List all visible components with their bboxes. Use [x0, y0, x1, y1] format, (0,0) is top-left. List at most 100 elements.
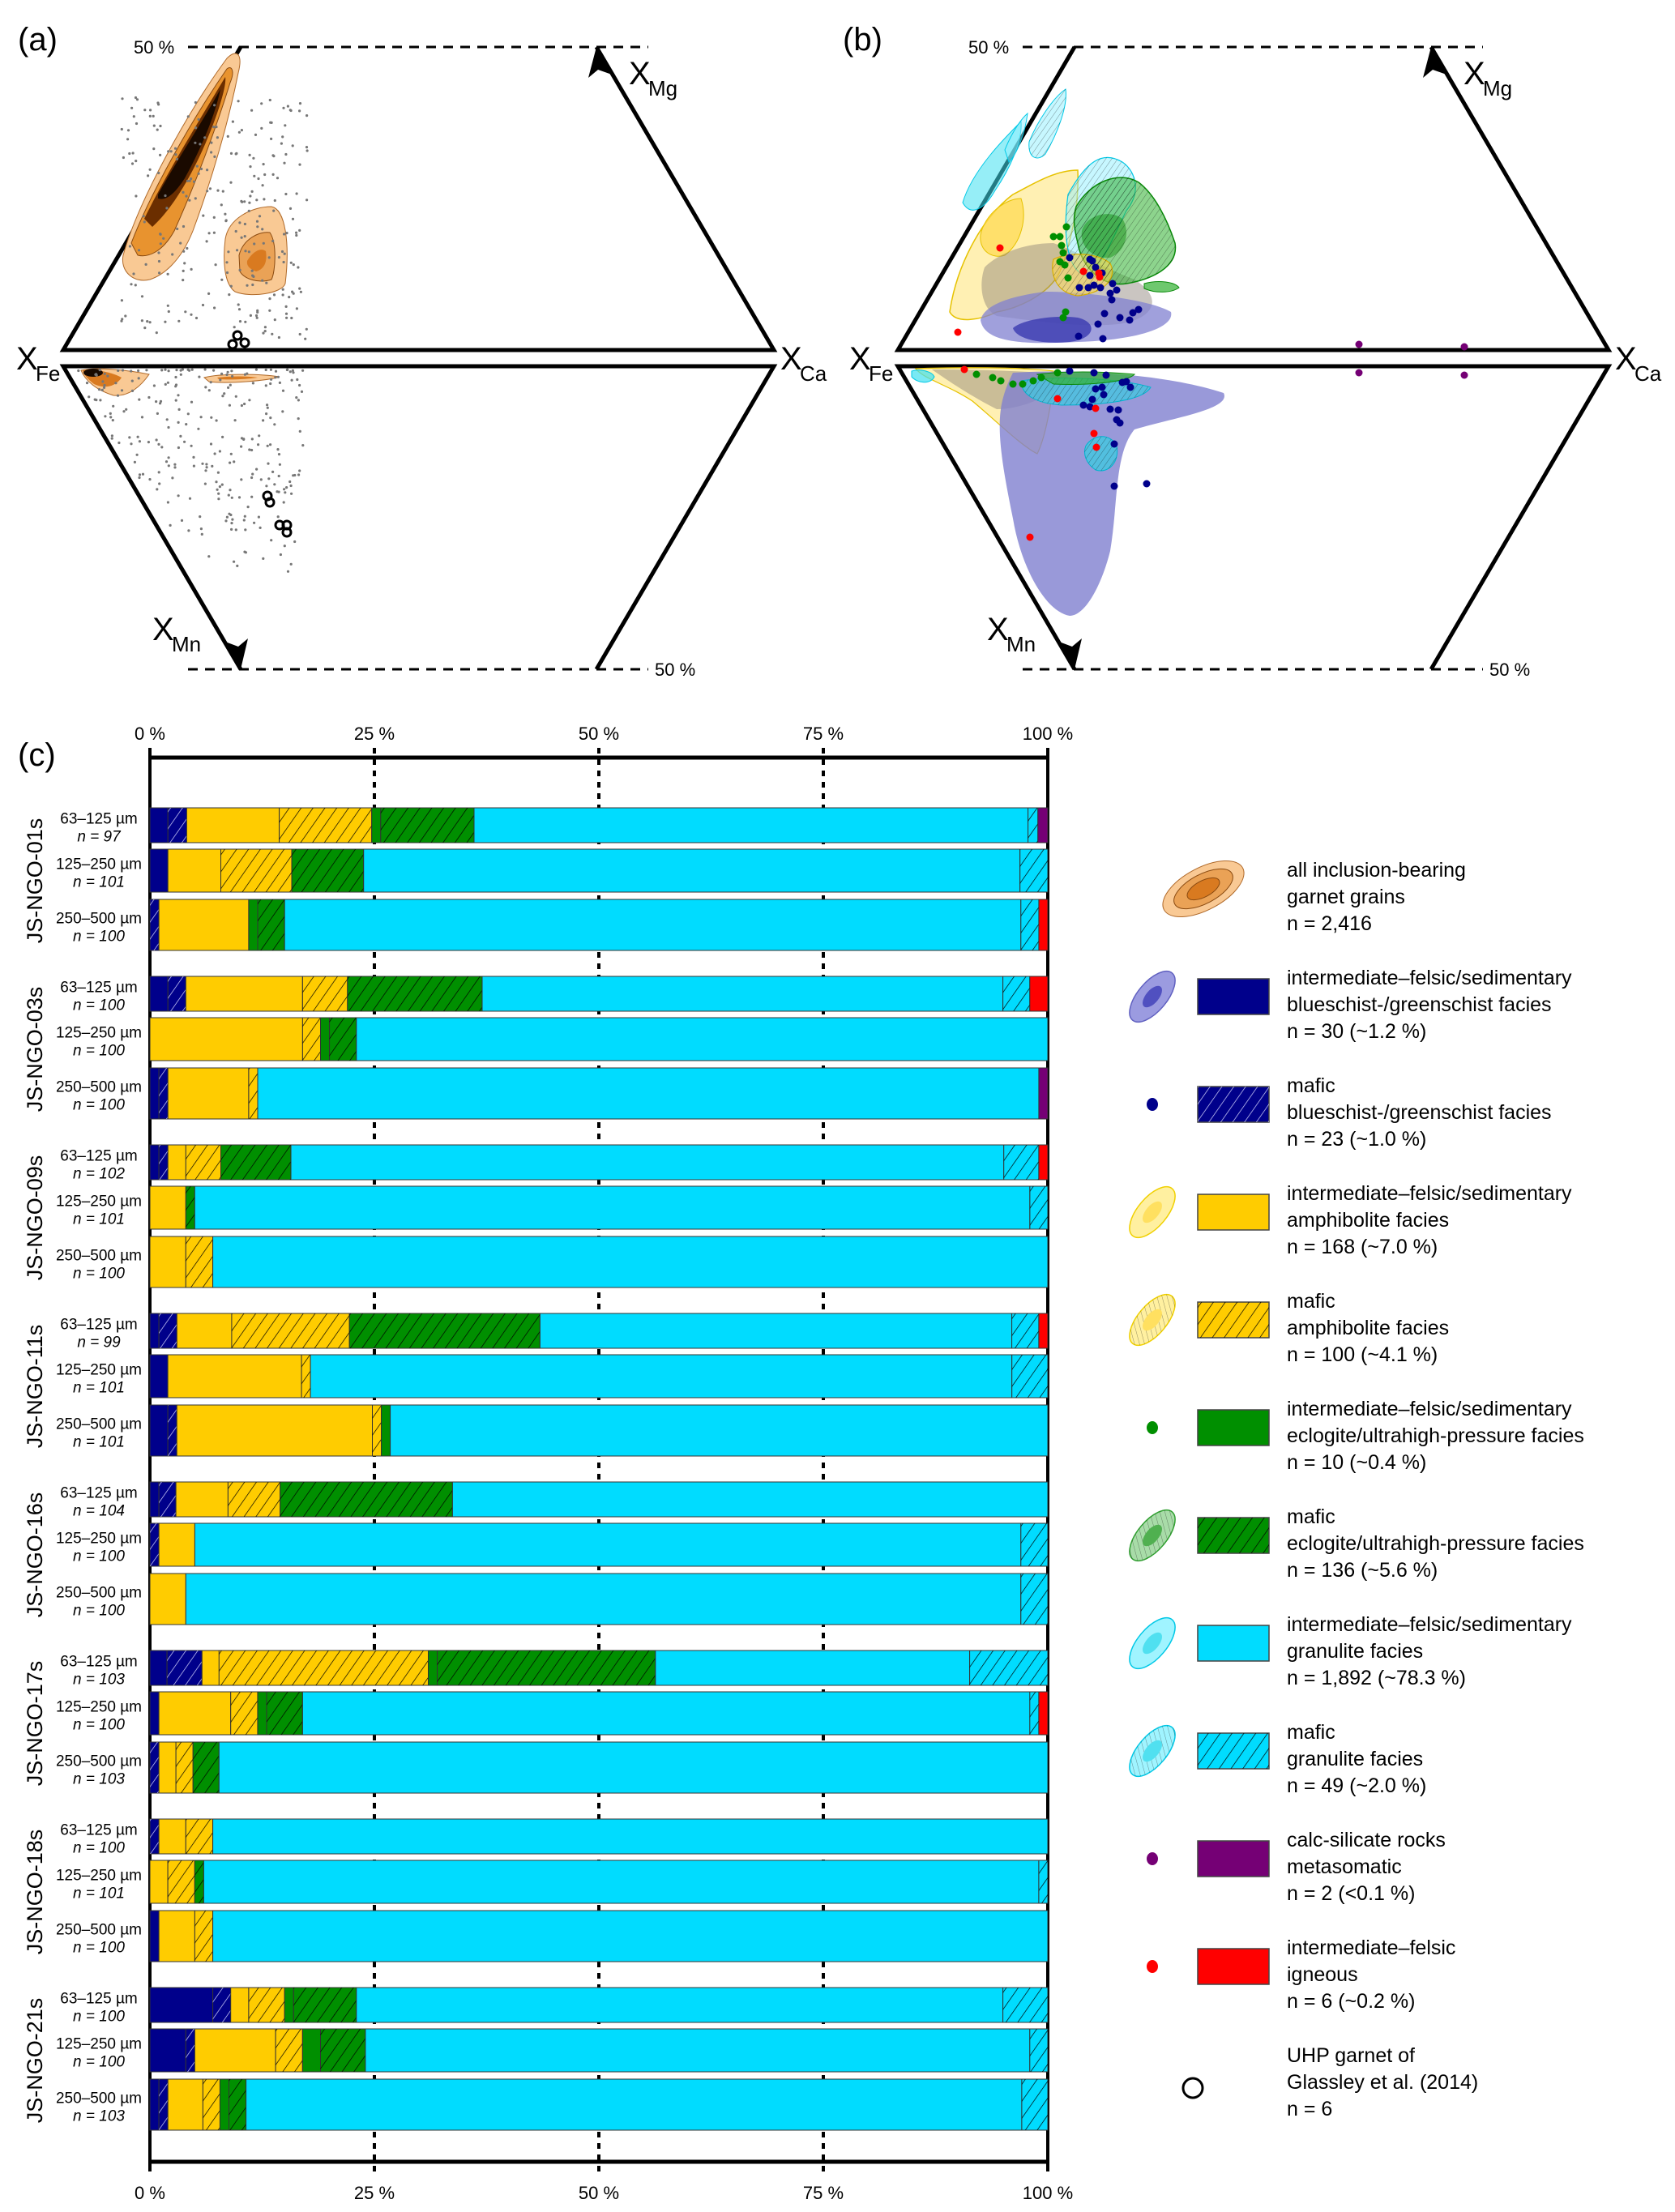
scatter-point	[176, 227, 179, 231]
scatter-point	[260, 102, 263, 105]
scatter-point	[262, 331, 265, 335]
scatter-point	[298, 469, 301, 472]
sample-point	[1066, 367, 1074, 375]
scatter-point	[183, 440, 186, 443]
scatter-point	[197, 172, 200, 175]
scatter-point	[261, 279, 264, 282]
label-x-mn: X Mn	[152, 612, 201, 656]
scatter-point	[305, 327, 308, 331]
sample-count-label: n = 100	[73, 1603, 125, 1620]
bar-segment-hatch	[1020, 1523, 1048, 1566]
scatter-point	[243, 222, 246, 226]
scatter-point	[249, 165, 252, 169]
sample-point	[1143, 480, 1151, 488]
sample-count-label: n = 99	[77, 1334, 121, 1352]
sample-point	[1053, 395, 1062, 403]
size-fraction-label: 250–500 µm	[56, 1079, 142, 1096]
sample-point	[989, 374, 997, 382]
scatter-point	[298, 429, 301, 433]
scatter-point	[152, 114, 155, 117]
bar-segment-am_if	[149, 1860, 169, 1904]
scatter-point	[256, 310, 259, 314]
size-fraction-label: 63–125 µm	[60, 1317, 137, 1334]
scatter-point	[271, 154, 275, 157]
bar-segment-gr_if	[257, 1067, 1040, 1120]
bar-segment-ig	[1038, 1144, 1049, 1181]
bar-segment-bs_if	[149, 1067, 160, 1120]
bar-segment-am_if	[194, 2028, 276, 2073]
bar-segment-am_if	[176, 1313, 233, 1349]
bar-segment-bs_if	[149, 1313, 160, 1349]
bar-segment-am_if	[149, 1573, 186, 1625]
legend-text: n = 1,892 (~78.3 %)	[1287, 1667, 1466, 1689]
x-tick-label-top: 100 %	[1023, 724, 1073, 744]
scatter-point	[157, 259, 161, 263]
scatter-point	[177, 394, 180, 397]
scatter-point	[284, 305, 288, 308]
scatter-point	[298, 287, 301, 290]
sample-label: JS-NGO-03s	[23, 987, 47, 1112]
scatter-point	[240, 129, 243, 132]
bar-segment-hatch	[168, 976, 186, 1011]
bar-segment-hatch	[1021, 2079, 1048, 2130]
scatter-point	[249, 314, 252, 317]
sample-point	[1100, 310, 1109, 318]
legend-text: UHP garnet of	[1287, 2044, 1415, 2067]
scatter-point	[140, 416, 144, 419]
sample-point	[1092, 385, 1100, 393]
scatter-point	[284, 124, 287, 127]
bar-segment-hatch	[219, 1650, 429, 1685]
bar-segment-hatch	[1020, 899, 1039, 950]
sample-point	[1086, 271, 1094, 280]
svg-text:Mn: Mn	[1006, 632, 1036, 656]
bar-segment-hatch	[186, 2029, 195, 2072]
scatter-point	[188, 369, 191, 372]
scatter-point	[243, 550, 246, 553]
scatter-point	[250, 495, 254, 498]
sample-point	[1113, 286, 1121, 294]
bar-segment-am_if	[167, 1067, 250, 1120]
scatter-point	[122, 410, 126, 413]
scatter-point	[144, 263, 147, 266]
bar-segment-hatch	[231, 1313, 350, 1348]
bar-segment-ec_if	[428, 1650, 438, 1686]
scatter-point	[224, 519, 228, 523]
scatter-point	[243, 515, 246, 518]
scatter-point	[203, 368, 207, 371]
scatter-point	[99, 399, 102, 402]
upper-facies-fields	[949, 88, 1180, 344]
scatter-point	[228, 293, 231, 297]
scatter-point	[256, 225, 259, 228]
sample-point	[1092, 263, 1100, 271]
label-x-ca: X Ca	[1615, 341, 1662, 386]
scatter-point	[120, 389, 124, 392]
scatter-point	[251, 472, 254, 476]
upper-density-secondary	[224, 206, 288, 296]
scatter-point	[247, 250, 250, 254]
scatter-point	[85, 382, 89, 385]
scatter-point	[220, 203, 223, 207]
lower-density-secondary	[203, 374, 280, 383]
scatter-point	[216, 136, 219, 139]
scatter-point	[231, 374, 234, 378]
sample-point	[1084, 284, 1092, 292]
scatter-point	[276, 375, 280, 378]
scatter-point	[121, 318, 124, 321]
bar-segment-gr_if	[310, 1354, 1013, 1399]
scatter-point	[102, 386, 106, 389]
scatter-point	[137, 249, 141, 252]
legend-text: amphibolite facies	[1287, 1209, 1449, 1232]
bar-row: 250–500 µmn = 100	[56, 1236, 1049, 1288]
sample-point	[1100, 391, 1108, 399]
size-fraction-label: 125–250 µm	[56, 1868, 142, 1885]
bar-segment-am_if	[149, 1236, 186, 1288]
bar-segment-hatch	[168, 808, 187, 843]
bar-segment-am_if	[167, 1144, 186, 1181]
scatter-point	[110, 437, 113, 440]
bar-segment-ig	[1038, 1691, 1049, 1736]
red-dot-icon	[1147, 1960, 1158, 1973]
scatter-point	[166, 272, 169, 275]
scatter-point	[141, 472, 145, 476]
scatter-point	[235, 152, 238, 155]
